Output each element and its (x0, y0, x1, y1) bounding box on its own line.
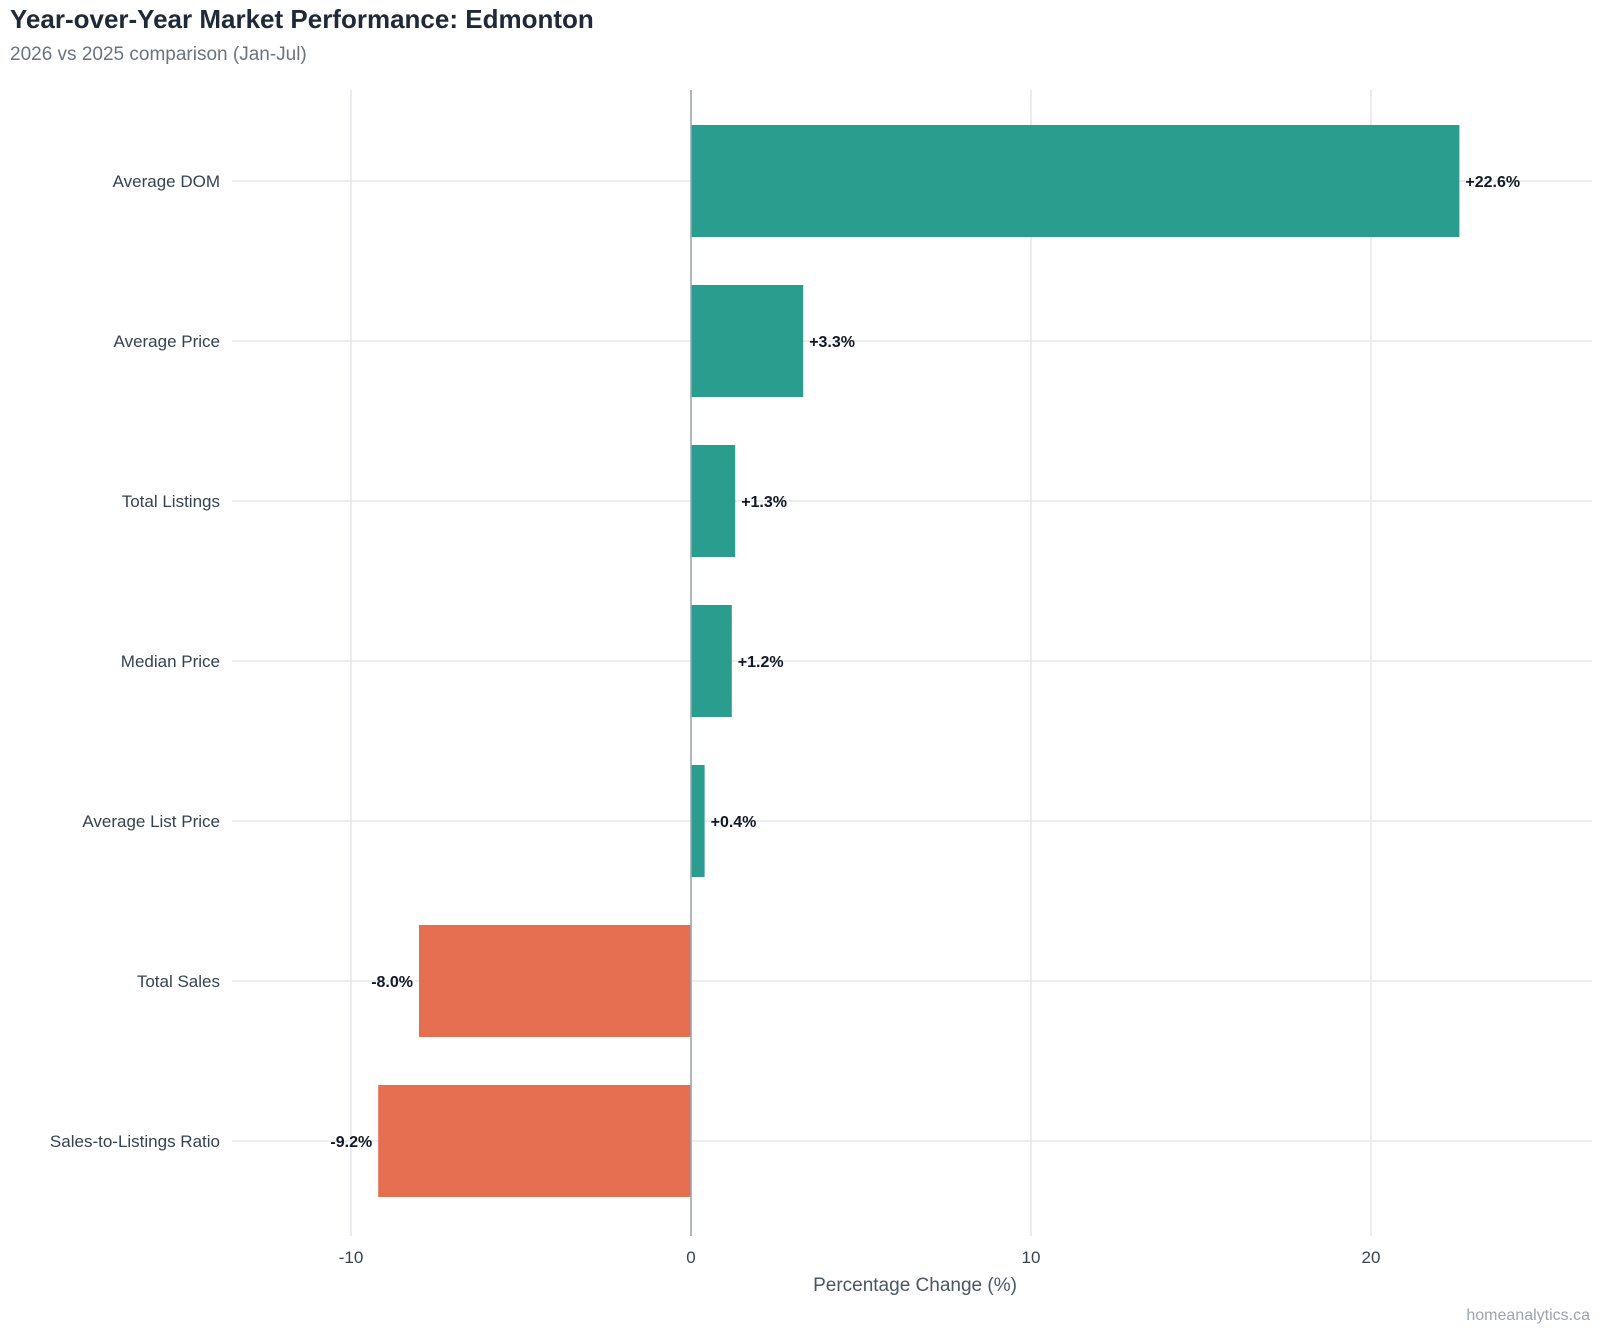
y-tick-label: Average DOM (113, 172, 220, 191)
chart-subtitle: 2026 vs 2025 comparison (Jan-Jul) (10, 44, 307, 65)
data-label: +1.3% (741, 494, 787, 511)
y-tick-label: Sales-to-Listings Ratio (50, 1132, 220, 1151)
bar (691, 765, 705, 877)
y-tick-label: Median Price (121, 652, 220, 671)
bar (378, 1085, 691, 1197)
y-tick-label: Average List Price (82, 812, 220, 831)
data-label: -8.0% (371, 974, 413, 991)
bar (691, 285, 804, 397)
label-layer: -10 0 10 20 Average DOM Average Price Total Li… (50, 172, 1520, 1267)
x-tick-label: 20 (1362, 1248, 1381, 1267)
source-caption: homeanalytics.ca (1466, 1307, 1590, 1324)
data-label: +3.3% (809, 334, 855, 351)
data-label: +1.2% (738, 654, 784, 671)
data-label: +22.6% (1465, 174, 1520, 191)
x-tick-label: 10 (1022, 1248, 1041, 1267)
bar (691, 445, 736, 557)
bar-layer (378, 90, 1460, 1236)
chart-title: Year-over-Year Market Performance: Edmon… (10, 4, 594, 34)
data-label: +0.4% (711, 814, 757, 831)
x-axis-title: Percentage Change (%) (813, 1275, 1017, 1296)
data-label: -9.2% (330, 1134, 372, 1151)
x-tick-label: -10 (339, 1248, 364, 1267)
y-tick-label: Average Price (114, 332, 220, 351)
bar (691, 125, 1460, 237)
bar (691, 605, 732, 717)
bar (419, 925, 691, 1037)
y-tick-label: Total Sales (137, 972, 220, 991)
y-tick-label: Total Listings (122, 492, 220, 511)
x-tick-label: 0 (686, 1248, 695, 1267)
grid-layer (232, 90, 1592, 1236)
